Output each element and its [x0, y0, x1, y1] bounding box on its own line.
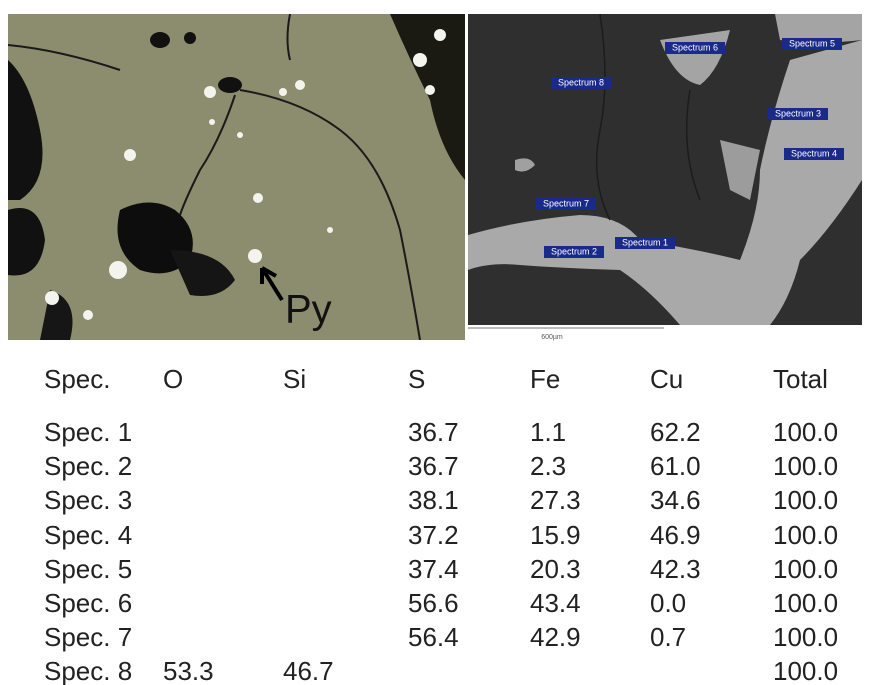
column-header: Fe — [530, 366, 560, 392]
row-label: Spec. 5 — [44, 556, 132, 582]
table-cell: 38.1 — [408, 487, 459, 513]
table-cell: 1.1 — [530, 419, 566, 445]
spectrum-label: Spectrum 5 — [789, 38, 835, 48]
optical-image: Py — [8, 14, 465, 340]
table-cell: 46.9 — [650, 522, 701, 548]
column-header: Total — [773, 366, 828, 392]
spectrum-label: Spectrum 6 — [672, 42, 718, 52]
table-cell: 100.0 — [773, 419, 838, 445]
column-header: O — [163, 366, 183, 392]
table-cell: 34.6 — [650, 487, 701, 513]
table-cell: 42.9 — [530, 624, 581, 650]
table-cell: 15.9 — [530, 522, 581, 548]
table-cell: 61.0 — [650, 453, 701, 479]
table-cell: 36.7 — [408, 453, 459, 479]
row-label: Spec. 8 — [44, 658, 132, 684]
table-cell: 53.3 — [163, 658, 214, 684]
table-cell: 100.0 — [773, 487, 838, 513]
table-cell: 0.7 — [650, 624, 686, 650]
table-cell: 43.4 — [530, 590, 581, 616]
column-header: Si — [283, 366, 306, 392]
table-cell: 37.2 — [408, 522, 459, 548]
row-label: Spec. 6 — [44, 590, 132, 616]
row-label: Spec. 7 — [44, 624, 132, 650]
table-cell: 62.2 — [650, 419, 701, 445]
table-cell: 42.3 — [650, 556, 701, 582]
row-label: Spec. 4 — [44, 522, 132, 548]
column-header: Cu — [650, 366, 683, 392]
table-cell: 100.0 — [773, 624, 838, 650]
column-header: S — [408, 366, 425, 392]
table-cell: 56.6 — [408, 590, 459, 616]
column-header: Spec. — [44, 366, 111, 392]
table-cell: 20.3 — [530, 556, 581, 582]
scale-bar-label: 600µm — [541, 334, 563, 341]
mineral-label: Py — [285, 288, 332, 332]
table-cell: 100.0 — [773, 658, 838, 684]
spectrum-label: Spectrum 2 — [551, 246, 597, 256]
table-cell: 46.7 — [283, 658, 334, 684]
table-cell: 100.0 — [773, 590, 838, 616]
table-cell: 0.0 — [650, 590, 686, 616]
table-cell: 56.4 — [408, 624, 459, 650]
row-label: Spec. 1 — [44, 419, 132, 445]
spectrum-label: Spectrum 8 — [558, 77, 604, 87]
table-cell: 100.0 — [773, 522, 838, 548]
row-label: Spec. 3 — [44, 487, 132, 513]
table-cell: 37.4 — [408, 556, 459, 582]
table-cell: 2.3 — [530, 453, 566, 479]
sem-image — [468, 14, 862, 325]
row-label: Spec. 2 — [44, 453, 132, 479]
spectrum-label: Spectrum 3 — [775, 108, 821, 118]
table-cell: 100.0 — [773, 453, 838, 479]
spectrum-label: Spectrum 1 — [622, 237, 668, 247]
table-cell: 36.7 — [408, 419, 459, 445]
figure: Py Spectrum 1 Spectrum 2 Spectrum 3 Spectru… — [0, 0, 873, 345]
spectrum-label: Spectrum 7 — [543, 198, 589, 208]
page: Py Spectrum 1 Spectrum 2 Spectrum 3 Spectru… — [0, 0, 873, 685]
table-cell: 100.0 — [773, 556, 838, 582]
spectrum-label: Spectrum 4 — [791, 148, 837, 158]
table-cell: 27.3 — [530, 487, 581, 513]
